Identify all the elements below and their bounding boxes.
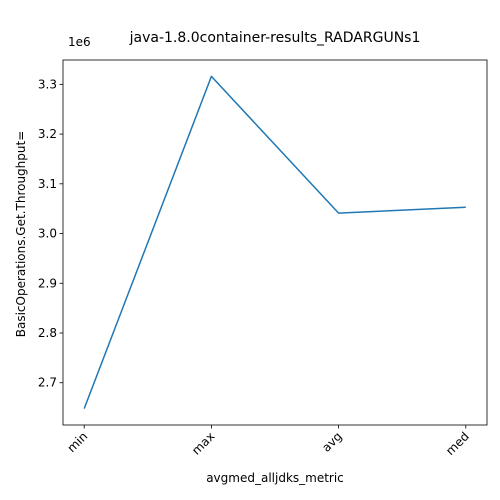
chart-title: java-1.8.0container-results_RADARGUNs1 bbox=[129, 30, 421, 46]
y-tick-label: 2.7 bbox=[38, 376, 57, 390]
y-axis-offset-label: 1e6 bbox=[68, 35, 91, 49]
plot-area: 2.7 2.8 2.9 3.0 3.1 3.2 3.3 min max avg med bbox=[38, 59, 488, 458]
x-tick-label: max bbox=[189, 429, 217, 457]
axes-frame bbox=[62, 59, 488, 426]
x-axis-label: avgmed_alljdks_metric bbox=[206, 471, 344, 485]
y-tick-label: 3.3 bbox=[38, 77, 57, 91]
x-tick-label: avg bbox=[319, 429, 345, 455]
y-tick-label: 3.1 bbox=[38, 177, 57, 191]
series-line bbox=[83, 75, 466, 409]
x-tick-label: med bbox=[443, 429, 472, 458]
y-tick-label: 3.0 bbox=[38, 227, 57, 241]
y-tick-label: 2.8 bbox=[38, 326, 57, 340]
y-tick-label: 2.9 bbox=[38, 276, 57, 290]
x-tick-label: min bbox=[64, 429, 90, 455]
y-tick-label: 3.2 bbox=[38, 127, 57, 141]
y-axis-label: BasicOperations.Get.Throughput= bbox=[14, 131, 28, 338]
